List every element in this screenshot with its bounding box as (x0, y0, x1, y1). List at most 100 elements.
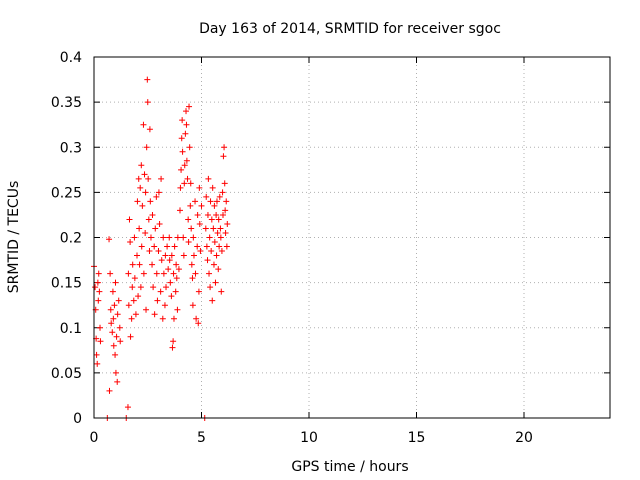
data-point (216, 243, 223, 250)
data-point (144, 99, 151, 106)
data-point (95, 297, 102, 304)
data-point (164, 243, 171, 250)
data-point (190, 252, 197, 259)
data-point (219, 189, 226, 196)
data-point (211, 202, 218, 209)
data-point (197, 248, 204, 255)
data-point (158, 175, 165, 182)
data-point (183, 108, 190, 115)
data-point (184, 175, 191, 182)
grid-layer (94, 57, 610, 418)
y-axis-label: SRMTID / TECUs (6, 181, 22, 294)
y-tick-label: 0.4 (60, 50, 82, 66)
data-point (220, 153, 227, 160)
x-tick-label: 20 (515, 430, 533, 446)
data-point (185, 239, 192, 246)
y-tick-label: 0.35 (51, 95, 82, 111)
data-point (125, 302, 132, 309)
data-point (170, 270, 177, 277)
data-point (162, 252, 169, 259)
data-point (203, 243, 210, 250)
data-point (189, 302, 196, 309)
data-point (96, 288, 103, 295)
data-point (187, 202, 194, 209)
data-point (151, 311, 158, 318)
data-point (97, 324, 104, 331)
data-point (127, 239, 134, 246)
data-point (214, 229, 221, 236)
data-point (94, 279, 101, 286)
data-point (143, 144, 150, 151)
data-point (110, 342, 117, 349)
data-point (124, 404, 131, 411)
data-point (206, 270, 213, 277)
data-point (134, 252, 140, 259)
data-point (142, 189, 149, 196)
x-tick-label: 0 (90, 430, 99, 446)
data-point (93, 351, 100, 358)
data-point (196, 184, 203, 191)
data-point (136, 225, 143, 232)
data-point (223, 243, 230, 250)
data-point (115, 297, 122, 304)
data-point (208, 248, 215, 255)
data-point (136, 261, 143, 268)
data-point (114, 311, 121, 318)
y-tick-label: 0.05 (51, 366, 82, 382)
data-point (209, 184, 216, 191)
data-point (137, 184, 144, 191)
data-point (129, 284, 136, 291)
data-point (159, 315, 166, 322)
data-point (195, 288, 202, 295)
data-point (221, 144, 228, 151)
data-point (174, 234, 181, 241)
data-point (179, 117, 186, 124)
data-point (155, 189, 162, 196)
data-point (140, 121, 147, 128)
data-point (149, 261, 156, 268)
data-point (132, 311, 139, 318)
data-point (207, 198, 214, 205)
y-tick-label: 0.1 (60, 321, 82, 337)
data-point (149, 211, 156, 218)
data-point (183, 121, 190, 128)
data-point (196, 220, 203, 227)
data-point (218, 248, 225, 255)
data-point (174, 306, 181, 313)
data-point (187, 180, 194, 187)
data-point (116, 324, 123, 331)
data-point (210, 261, 217, 268)
y-tick-layer: 0 0.05 0.1 0.15 0.2 0.25 0.3 0.35 0.4 (51, 50, 610, 427)
data-point (147, 198, 154, 205)
x-axis-label: GPS time / hours (291, 459, 408, 475)
data-point (177, 207, 183, 214)
data-point (221, 180, 228, 187)
data-point (140, 270, 147, 277)
data-point (220, 211, 226, 218)
data-point (183, 157, 190, 164)
data-point (213, 211, 220, 218)
data-point (179, 148, 186, 155)
data-point (213, 198, 220, 205)
data-point (185, 216, 192, 223)
data-point (109, 288, 116, 295)
data-point (182, 130, 189, 137)
data-point (158, 257, 165, 264)
data-point (206, 234, 213, 241)
data-point (156, 220, 163, 227)
data-point (112, 369, 119, 376)
y-tick-label: 0.25 (51, 185, 82, 201)
data-point (110, 315, 117, 322)
data-point (193, 315, 200, 322)
data-point (108, 320, 115, 327)
data-point (224, 220, 231, 227)
data-point (135, 293, 142, 300)
data-point (203, 193, 210, 200)
chart-title: Day 163 of 2014, SRMTID for receiver sgo… (199, 21, 501, 37)
data-point (211, 239, 218, 246)
data-point (151, 243, 158, 250)
data-point (210, 225, 217, 232)
data-point (188, 261, 195, 268)
